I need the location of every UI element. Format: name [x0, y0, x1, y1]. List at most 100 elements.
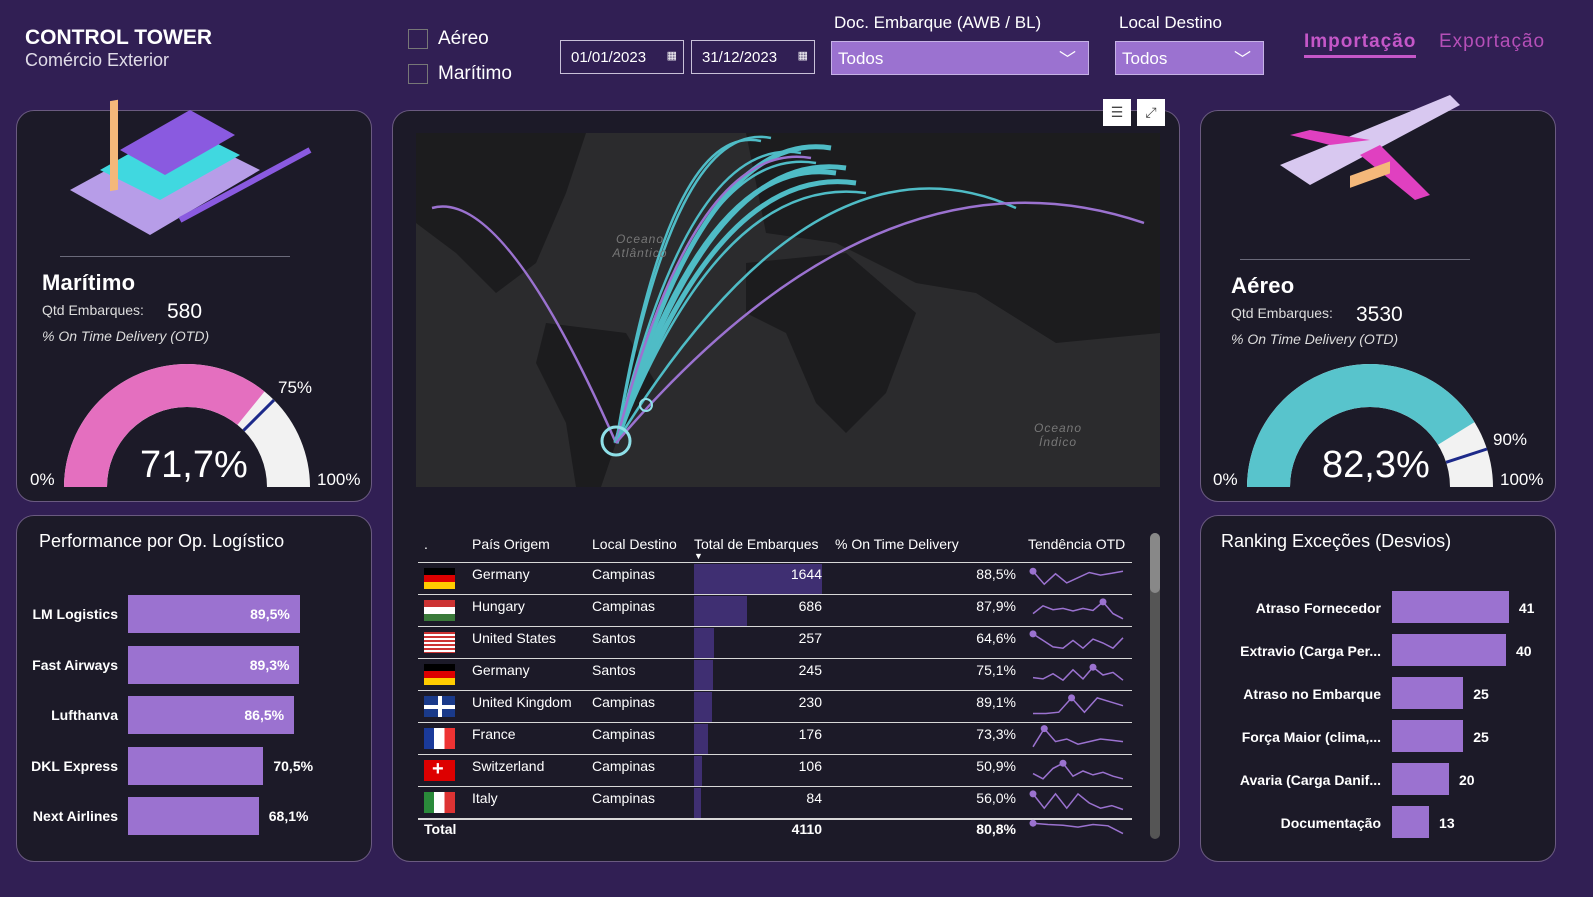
- otd-cell: 50,9%: [976, 758, 1016, 774]
- checkbox[interactable]: [408, 64, 428, 84]
- bar[interactable]: [128, 797, 259, 835]
- performance-title: Performance por Op. Logístico: [39, 531, 285, 551]
- local-dropdown[interactable]: Todos ﹀: [1115, 41, 1264, 75]
- filter-icon[interactable]: ☰: [1103, 99, 1131, 126]
- chevron-down-icon: ﹀: [1059, 50, 1076, 69]
- gauge-target-marker: [1445, 447, 1488, 464]
- total-cell: 106: [798, 758, 822, 774]
- checkbox-maritimo[interactable]: Marítimo: [408, 63, 512, 85]
- sparkline: [1032, 725, 1124, 748]
- bar-value: 25: [1473, 686, 1489, 702]
- expand-icon[interactable]: ⤢: [1137, 99, 1165, 126]
- otd-cell: 75,1%: [976, 662, 1016, 678]
- checkbox[interactable]: [408, 29, 428, 49]
- column-header[interactable]: % On Time Delivery: [835, 536, 959, 552]
- column-header[interactable]: .: [424, 536, 428, 552]
- divider: [1240, 259, 1470, 260]
- divider: [418, 786, 1132, 787]
- otd-cell: 89,1%: [976, 694, 1016, 710]
- scrollbar-thumb[interactable]: [1150, 533, 1160, 593]
- dest-cell: Campinas: [592, 758, 656, 774]
- total-bar: [694, 756, 703, 787]
- column-header[interactable]: Tendência OTD: [1028, 536, 1126, 552]
- bar-value: 41: [1518, 600, 1535, 616]
- tab-importacao[interactable]: Importação: [1304, 31, 1417, 58]
- bar[interactable]: [1392, 634, 1506, 666]
- ship-illustration: [70, 99, 312, 235]
- bar[interactable]: [1392, 591, 1509, 623]
- bar[interactable]: [1392, 763, 1449, 795]
- gauge-fill: [1247, 364, 1475, 487]
- bar-label: DKL Express: [31, 757, 118, 774]
- route-arc: [614, 187, 1017, 444]
- sparkline: [1032, 759, 1124, 780]
- gauge-max: 100%: [1500, 470, 1544, 489]
- bar[interactable]: [128, 595, 300, 633]
- map[interactable]: [416, 133, 1160, 487]
- airplane-illustration: [1280, 95, 1460, 200]
- total-cell: 1644: [790, 566, 822, 582]
- bar-value: 68,1%: [268, 808, 309, 824]
- bar-value: 40: [1516, 643, 1532, 659]
- bar-label: Lufthanva: [51, 707, 118, 723]
- bar[interactable]: [128, 746, 264, 785]
- divider: [418, 818, 1132, 820]
- divider: [60, 256, 290, 257]
- route-arc: [614, 155, 812, 444]
- bar[interactable]: [1392, 806, 1430, 838]
- column-header[interactable]: País Origem: [472, 536, 550, 552]
- dest-cell: Campinas: [592, 598, 656, 614]
- total-otd: 80,8%: [976, 821, 1016, 837]
- country-cell: United States: [472, 630, 557, 646]
- gauge-value: 82,3%: [1322, 444, 1430, 486]
- local-label: Local Destino: [1119, 13, 1223, 32]
- total-cell: 230: [798, 694, 822, 710]
- country-cell: France: [472, 726, 516, 742]
- route-arc: [614, 150, 802, 444]
- checkbox-aereo[interactable]: Aéreo: [408, 28, 489, 50]
- divider: [418, 754, 1132, 755]
- bar[interactable]: [1392, 720, 1464, 752]
- bar[interactable]: [128, 645, 300, 684]
- country-cell: Hungary: [472, 598, 525, 614]
- scrollbar[interactable]: [1150, 533, 1160, 839]
- gauge-max: 100%: [317, 470, 361, 489]
- qtd-label: Qtd Embarques:: [42, 302, 144, 318]
- title: CONTROL TOWER: [25, 26, 213, 49]
- ranking-title: Ranking Exceções (Desvios): [1221, 531, 1452, 551]
- aereo-title: Aéreo: [1231, 273, 1295, 298]
- date-start-input[interactable]: 01/01/2023 ▦: [560, 40, 684, 74]
- total-cell: 176: [798, 726, 822, 742]
- bar-value: 25: [1473, 729, 1489, 745]
- otd-label: % On Time Delivery (OTD): [1231, 331, 1399, 347]
- bar[interactable]: [1392, 677, 1464, 709]
- otd-cell: 64,6%: [976, 630, 1016, 646]
- calendar-icon[interactable]: ▦: [797, 50, 808, 62]
- doc-dropdown[interactable]: Todos ﹀: [831, 41, 1089, 75]
- country-cell: Italy: [472, 790, 498, 806]
- dest-cell: Santos: [592, 662, 636, 678]
- total-value: 4110: [791, 821, 822, 837]
- route-arc: [613, 144, 832, 444]
- date-end-input[interactable]: 31/12/2023 ▦: [691, 40, 815, 74]
- flag-icon: [424, 600, 455, 621]
- sparkline: [1033, 694, 1124, 715]
- tab-exportacao[interactable]: Exportação: [1439, 31, 1546, 52]
- bar[interactable]: [128, 696, 295, 734]
- bar-label: Atraso Fornecedor: [1255, 600, 1381, 616]
- sort-desc-icon[interactable]: ▼: [694, 551, 703, 561]
- total-cell: 84: [806, 790, 822, 806]
- country-cell: Germany: [472, 662, 530, 678]
- route-arc: [614, 138, 762, 444]
- route-arc: [615, 201, 1145, 444]
- gauge-min: 0%: [30, 470, 55, 489]
- column-header[interactable]: Total de Embarques: [694, 536, 819, 552]
- dropdown-value: Todos: [838, 49, 884, 68]
- calendar-icon[interactable]: ▦: [666, 50, 677, 62]
- total-bar: [694, 724, 708, 755]
- column-header[interactable]: Local Destino: [592, 536, 677, 552]
- ranking-card: [1200, 515, 1556, 862]
- otd-cell: 56,0%: [976, 790, 1016, 806]
- flag-icon: [424, 568, 455, 589]
- chevron-down-icon: ﹀: [1234, 50, 1251, 69]
